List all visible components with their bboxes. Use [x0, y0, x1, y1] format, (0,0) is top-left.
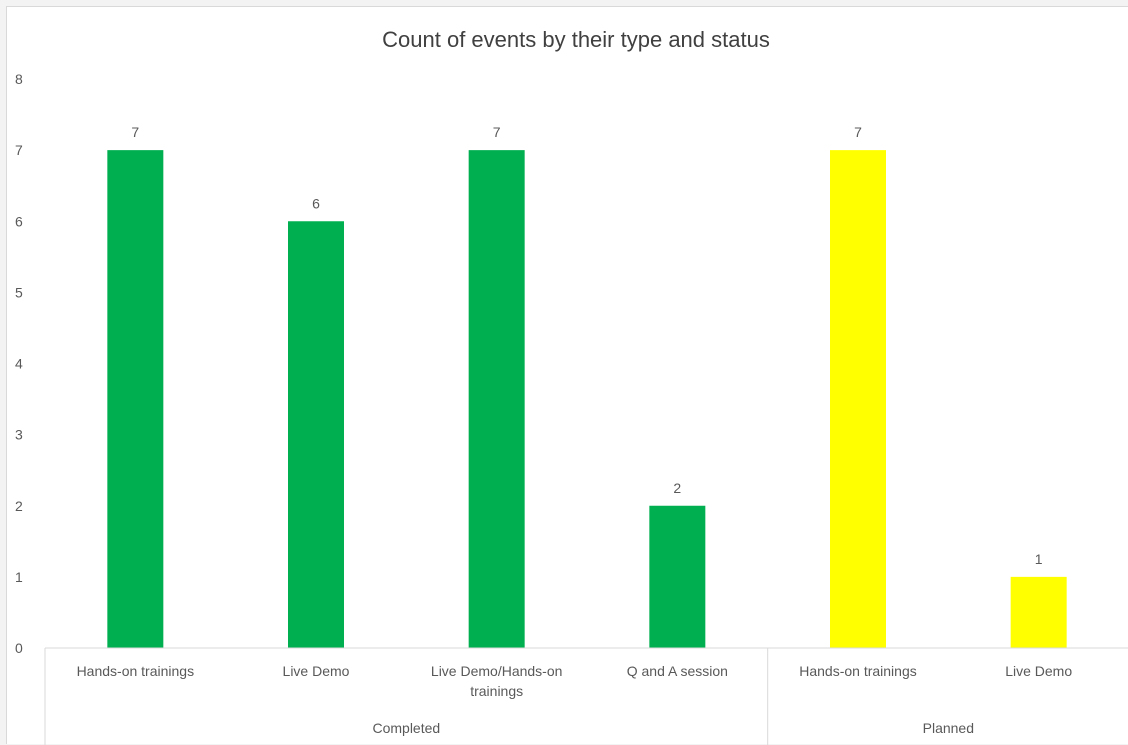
data-label: 7 [854, 124, 862, 140]
bar [830, 150, 886, 648]
y-axis: 0 1 2 3 4 5 6 7 8 [15, 71, 23, 656]
bar [649, 505, 706, 648]
group-label: Planned [923, 720, 974, 736]
group-label: Completed [372, 720, 440, 736]
x-tick-label: trainings [470, 683, 523, 699]
bar [288, 221, 344, 648]
bar [468, 150, 525, 648]
x-axis: Hands-on trainings Live Demo Live Demo/Han… [44, 647, 1128, 745]
bar-chart: Count of events by their type and status… [15, 27, 1128, 745]
bars [107, 150, 1067, 648]
bar [107, 150, 164, 648]
x-tick-label: Live Demo [283, 663, 350, 679]
data-label: 7 [493, 124, 501, 140]
x-tick-label: Hands-on trainings [77, 663, 195, 679]
y-tick-label: 1 [15, 569, 23, 585]
chart-frame: Count of events by their type and status… [6, 6, 1128, 745]
data-label: 2 [673, 480, 681, 496]
data-label: 6 [312, 195, 320, 211]
y-tick-label: 6 [15, 213, 23, 229]
x-tick-label: Q and A session [627, 663, 728, 679]
x-tick-label: Live Demo/Hands-on [431, 663, 563, 679]
y-tick-label: 4 [15, 356, 23, 372]
y-tick-label: 3 [15, 427, 23, 443]
y-tick-label: 7 [15, 142, 23, 158]
data-label: 1 [1035, 551, 1043, 567]
x-tick-label: Hands-on trainings [799, 663, 917, 679]
y-tick-label: 5 [15, 284, 23, 300]
x-tick-label: Live Demo [1005, 663, 1072, 679]
y-tick-label: 0 [15, 640, 23, 656]
y-tick-label: 8 [15, 71, 23, 87]
chart-title: Count of events by their type and status [382, 27, 770, 52]
data-labels: 7 6 7 2 7 1 [131, 124, 1042, 567]
y-tick-label: 2 [15, 498, 23, 514]
data-label: 7 [131, 124, 139, 140]
bar [1010, 576, 1067, 648]
